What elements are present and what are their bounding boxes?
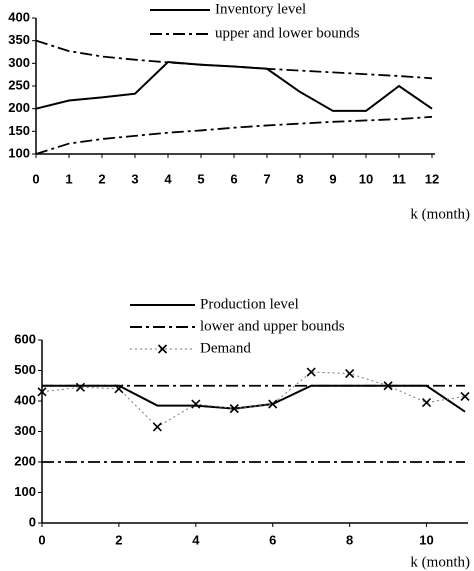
x-marker	[460, 391, 470, 401]
series-line	[41, 371, 466, 428]
y-tick-label: 200	[8, 100, 30, 115]
x-tick-label: 11	[392, 171, 406, 186]
x-marker	[152, 422, 162, 432]
legend-label: lower and upper bounds	[200, 318, 345, 334]
y-tick-label: 300	[14, 423, 36, 438]
series-line	[35, 115, 433, 155]
y-tick-label: 100	[8, 145, 30, 160]
legend-label: Production level	[200, 296, 299, 312]
x-tick-label: 3	[131, 171, 138, 186]
x-tick-label: 6	[230, 171, 237, 186]
y-tick-label: 350	[8, 32, 30, 47]
y-tick-label: 400	[14, 392, 36, 407]
series-line	[35, 60, 433, 112]
legend-label: Inventory level	[215, 1, 306, 17]
x-tick-label: 6	[269, 532, 276, 547]
x-marker	[229, 404, 239, 414]
x-tick-label: 8	[296, 171, 303, 186]
x-tick-label: 1	[65, 171, 72, 186]
x-marker	[268, 399, 278, 409]
x-tick-label: 7	[263, 171, 270, 186]
x-marker	[37, 387, 47, 397]
x-tick-label: 9	[329, 171, 336, 186]
y-tick-label: 100	[14, 484, 36, 499]
series-line	[42, 384, 466, 413]
x-marker	[191, 399, 201, 409]
y-tick-label: 250	[8, 77, 30, 92]
x-tick-label: 2	[98, 171, 105, 186]
x-tick-label: 10	[419, 532, 433, 547]
x-tick-label: 4	[164, 171, 172, 186]
x-tick-label: 10	[359, 171, 373, 186]
y-tick-label: 150	[8, 123, 30, 138]
x-tick-label: 0	[32, 171, 39, 186]
y-tick-label: 400	[8, 9, 30, 24]
x-tick-label: 8	[346, 532, 353, 547]
x-tick-label: 12	[425, 171, 439, 186]
series-line	[35, 39, 433, 80]
x-marker	[75, 382, 86, 392]
x-tick-label: 4	[192, 532, 200, 547]
x-marker	[306, 367, 316, 377]
x-marker	[383, 381, 393, 391]
x-tick-label: 0	[38, 532, 45, 547]
y-tick-label: 0	[29, 514, 36, 529]
x-marker	[114, 384, 124, 394]
y-tick-label: 600	[14, 331, 36, 346]
y-tick-label: 500	[14, 362, 36, 377]
x-axis-label: k (month)	[410, 206, 470, 222]
y-tick-label: 300	[8, 55, 30, 70]
x-tick-label: 5	[197, 171, 204, 186]
x-marker	[345, 368, 355, 379]
x-marker	[421, 397, 432, 408]
legend-marker	[157, 344, 168, 354]
legend-label: Demand	[200, 340, 251, 356]
y-tick-label: 200	[14, 453, 36, 468]
x-tick-label: 2	[115, 532, 122, 547]
x-axis-label: k (month)	[410, 554, 470, 570]
legend-label: upper and lower bounds	[215, 25, 360, 41]
